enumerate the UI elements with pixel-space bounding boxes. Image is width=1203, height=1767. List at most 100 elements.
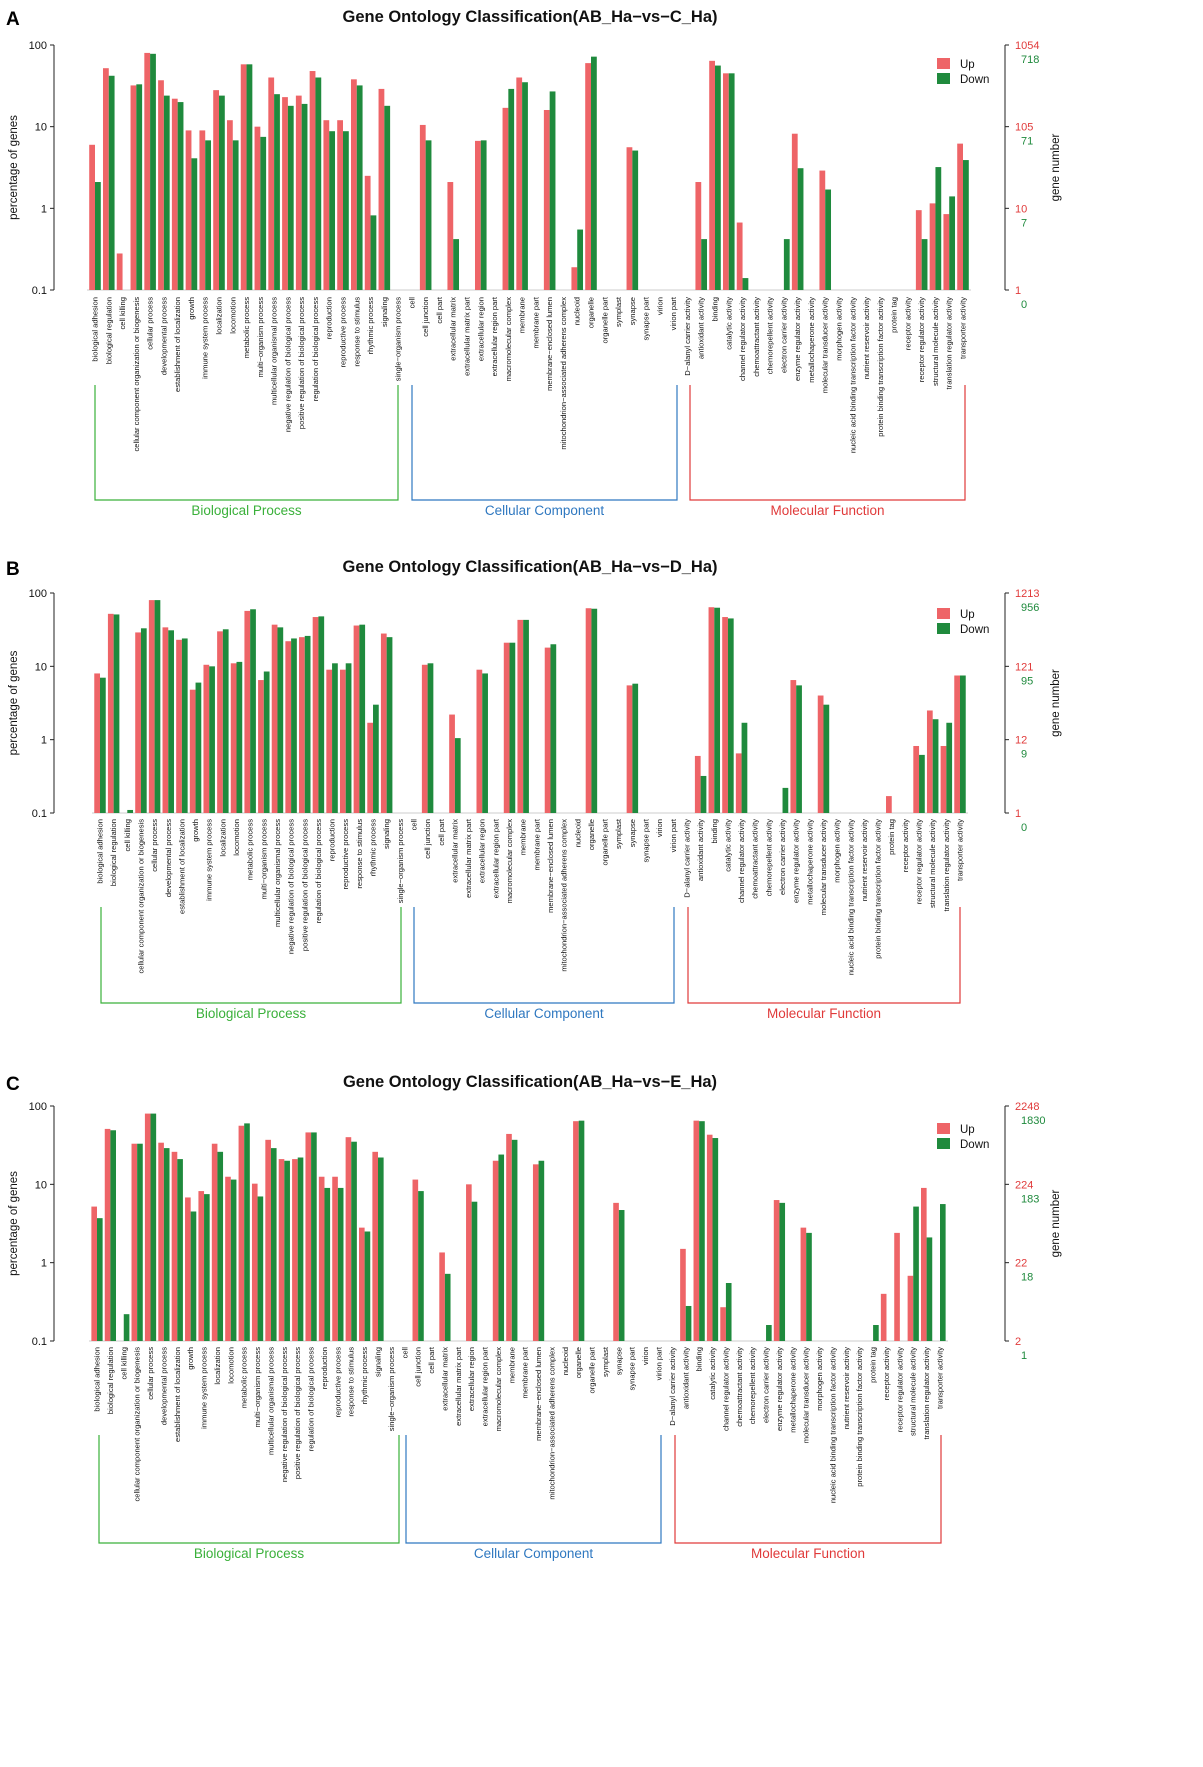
category-label: chemorepellent activity	[766, 297, 775, 374]
category-label: receptor activity	[901, 819, 910, 872]
bar-up	[880, 1293, 887, 1341]
bar-down	[741, 722, 748, 813]
y2-tick-label-up: 22	[1015, 1258, 1027, 1270]
bar-up	[144, 1113, 151, 1341]
category-label: channel regulator activity	[721, 1347, 730, 1431]
chart-title: Gene Ontology Classification(AB_Ha−vs−D_…	[342, 558, 717, 576]
bar-down	[140, 628, 147, 813]
bar-down	[550, 644, 557, 813]
category-label: protein tag	[869, 1347, 878, 1383]
category-label: channel regulator activity	[737, 819, 746, 903]
category-label: D−alanyl carrier activity	[683, 297, 692, 376]
category-label: chemoattractant activity	[752, 297, 761, 377]
y2-tick-label-up: 1	[1015, 285, 1021, 297]
bar-up	[626, 685, 633, 813]
bar-up	[244, 610, 251, 813]
bar-down	[766, 1325, 772, 1341]
category-label: cell killing	[123, 819, 132, 852]
category-label: rhythmic process	[366, 297, 375, 355]
category-label: rhythmic process	[369, 819, 378, 877]
biological-process-bracket	[100, 907, 402, 1004]
bar-up	[282, 97, 288, 291]
bar-down	[728, 73, 735, 290]
bar-up	[171, 98, 178, 290]
bar-down	[370, 215, 377, 290]
legend: Up Down	[937, 1123, 989, 1151]
bar-down	[779, 1202, 786, 1341]
category-label: organelle	[587, 297, 596, 328]
bar-up	[506, 1133, 512, 1341]
category-label: binding	[695, 1347, 704, 1372]
bar-up	[189, 689, 196, 813]
bar-down	[204, 1194, 210, 1341]
category-label: synapse	[628, 819, 637, 847]
panel-letter: B	[6, 559, 20, 580]
bar-up	[309, 71, 316, 290]
bar-up	[736, 222, 743, 290]
bar-up	[532, 1164, 539, 1341]
bar-down	[246, 64, 253, 291]
bar-up	[940, 745, 947, 813]
bar-up	[131, 1143, 138, 1341]
bar-up	[350, 79, 357, 290]
category-label: reproductive process	[339, 297, 348, 368]
category-label: morphogen activity	[835, 297, 844, 361]
category-label: multi−organism process	[253, 1347, 262, 1428]
bar-up	[412, 1179, 419, 1341]
bar-up	[543, 109, 550, 291]
category-label: cell junction	[414, 1347, 423, 1387]
bar-down	[337, 1187, 344, 1341]
bar-down	[591, 56, 597, 290]
bar-up	[312, 617, 319, 813]
bar-up	[91, 1206, 97, 1341]
bar-down	[471, 1201, 478, 1341]
bar-down	[274, 94, 280, 290]
category-label: chemoattractant activity	[735, 1347, 744, 1427]
bar-up	[265, 1139, 271, 1341]
y2-axis-label: gene number	[1050, 669, 1062, 737]
bar-up	[226, 120, 233, 290]
category-label: reproduction	[328, 819, 337, 861]
bar-up	[130, 85, 137, 290]
chart-panel-a: A Gene Ontology Classification(AB_Ha−vs−C…	[6, 8, 1062, 518]
bar-up	[516, 77, 523, 290]
bar-up	[695, 182, 702, 290]
molecular-function-label: Molecular Function	[767, 1006, 881, 1021]
category-label: chemorepellent activity	[748, 1347, 757, 1424]
bar-down	[270, 1148, 277, 1341]
category-label: nucleic acid binding transcription facto…	[828, 1347, 837, 1503]
category-label: cell	[409, 819, 418, 831]
y2-axis-label: gene number	[1050, 133, 1062, 201]
bar-down	[110, 1130, 117, 1341]
bar-up	[773, 1200, 780, 1341]
category-label: enzyme regulator activity	[775, 1347, 784, 1431]
bar-down	[797, 168, 804, 290]
category-label: molecular transducer activity	[802, 1347, 811, 1443]
bar-up	[474, 140, 481, 290]
bar-up	[708, 607, 715, 813]
category-label: cell killing	[118, 297, 127, 330]
bar-down	[250, 609, 256, 813]
category-label: synapse	[628, 297, 637, 325]
bar-down	[113, 614, 120, 813]
bar-up	[364, 175, 371, 290]
bar-up	[585, 63, 591, 291]
category-label: receptor activity	[903, 297, 912, 350]
bar-down	[236, 661, 243, 813]
bar-up	[957, 143, 963, 290]
y2-tick-label-up: 121	[1015, 661, 1033, 673]
category-label: biological adhesion	[93, 1347, 102, 1412]
category-label: catalytic activity	[708, 1347, 717, 1400]
bar-down	[163, 95, 170, 290]
bar-up	[107, 613, 114, 813]
category-label: molecular transducer activity	[819, 819, 828, 915]
category-label: positive regulation of biological proces…	[293, 1347, 302, 1479]
bar-up	[171, 1151, 178, 1341]
bar-up	[693, 1120, 700, 1341]
category-label: symplast	[614, 818, 623, 849]
bar-down	[386, 637, 393, 813]
bar-down	[356, 85, 363, 290]
bar-down	[263, 671, 270, 813]
y2-tick-label-up: 1213	[1015, 588, 1039, 600]
y2-tick-label-down: 95	[1021, 675, 1033, 687]
